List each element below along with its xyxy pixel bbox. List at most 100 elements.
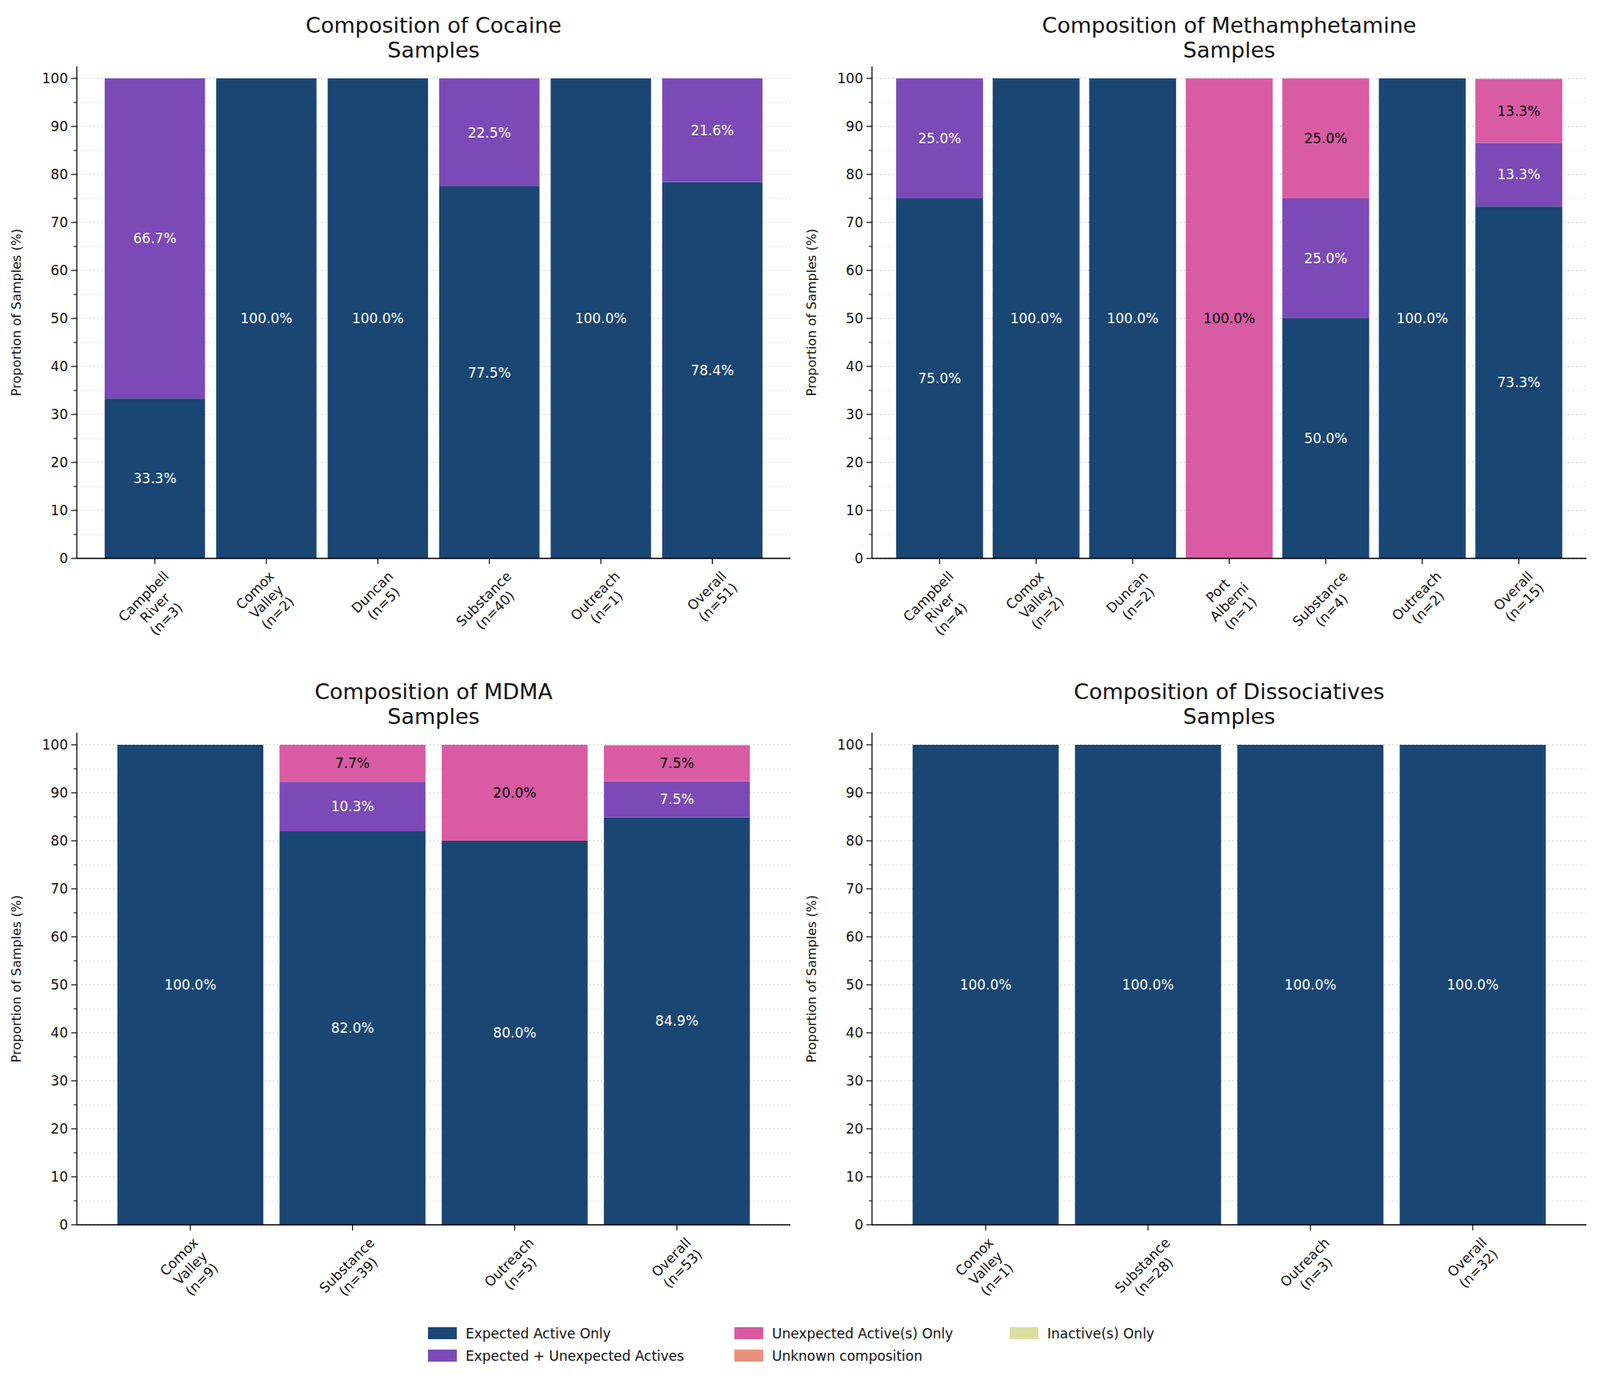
x-tick-label: ComoxValley(n=2) xyxy=(1002,568,1070,636)
y-tick-label: 80 xyxy=(50,832,68,849)
bar-segment: Expected Active Only xyxy=(912,744,1060,1225)
y-tick-label: 40 xyxy=(50,1024,68,1041)
y-axis xyxy=(76,732,77,1225)
y-tick xyxy=(866,744,872,745)
bar-segment: Expected Active Only xyxy=(604,817,750,1225)
x-tick-label: ComoxValley(n=1) xyxy=(952,1234,1020,1302)
bar-segment: Inactive(s) Only xyxy=(104,78,205,80)
label-line: (n=5) xyxy=(500,1254,540,1294)
x-tick xyxy=(265,558,267,564)
y-tick-label: 40 xyxy=(845,1024,864,1041)
data-label: 100.0% xyxy=(1284,976,1337,993)
panel: Composition of DissociativesSamplesPropo… xyxy=(804,679,1587,1308)
x-tick-label: Substance(n=40) xyxy=(452,568,526,641)
bar-segment: Unexpected Active(s) Only xyxy=(604,745,750,782)
bar-segment: Expected Active Only xyxy=(550,78,651,559)
x-tick xyxy=(1132,558,1133,564)
y-tick-label: 90 xyxy=(845,118,864,135)
x-tick-label: Overall(n=53) xyxy=(648,1234,705,1292)
y-axis xyxy=(871,66,872,559)
legend-swatch xyxy=(428,1327,457,1340)
bar-segment: Inactive(s) Only xyxy=(662,78,763,80)
x-tick-label: Outreach(n=1) xyxy=(567,568,635,636)
bar-segment: Unexpected Active(s) Only xyxy=(216,78,316,80)
figure: Composition of CocaineSamples Proportion … xyxy=(0,0,1600,1384)
x-tick xyxy=(1309,1224,1311,1231)
y-tick xyxy=(71,509,77,511)
y-tick xyxy=(71,269,77,271)
bar-segment: Expected + Unexpected Actives xyxy=(1282,198,1370,319)
y-tick-label: 90 xyxy=(845,784,864,801)
x-tick xyxy=(1228,558,1230,564)
y-tick xyxy=(866,221,872,223)
y-axis xyxy=(871,732,872,1225)
y-tick-label: 30 xyxy=(845,1072,864,1089)
y-tick xyxy=(866,1080,872,1081)
data-label: 73.3% xyxy=(1497,374,1541,391)
bar-segment: Inactive(s) Only xyxy=(439,78,540,80)
title-line: Samples xyxy=(387,37,480,63)
legend-label: Unexpected Active(s) Only xyxy=(772,1325,953,1342)
label-line: (n=32) xyxy=(1456,1245,1502,1292)
y-tick-label: 40 xyxy=(50,358,68,375)
y-tick xyxy=(71,792,77,793)
y-tick-label: 50 xyxy=(50,310,68,327)
x-tick-label: Overall(n=15) xyxy=(1490,568,1548,625)
data-label: 66.7% xyxy=(133,230,177,247)
y-axis-label: Proportion of Samples (%) xyxy=(804,228,820,396)
data-labels: 100.0%100.0%100.0%100.0% xyxy=(960,976,1500,993)
y-tick-label: 100 xyxy=(837,70,864,87)
x-tick xyxy=(1036,558,1037,564)
data-label: 84.9% xyxy=(655,1012,699,1029)
data-label: 13.3% xyxy=(1497,166,1541,183)
y-tick-label: 80 xyxy=(845,166,864,183)
bar-segment: Expected Active Only xyxy=(117,744,264,1225)
y-tick-label: 50 xyxy=(845,976,864,993)
y-tick-label: 70 xyxy=(845,880,864,897)
bar-segment: Unexpected Active(s) Only xyxy=(992,78,1080,80)
label-line: (n=1) xyxy=(587,588,627,628)
x-tick xyxy=(1147,1224,1148,1231)
label-line: (n=40) xyxy=(472,587,519,633)
bar-segment: Inactive(s) Only xyxy=(328,78,428,80)
y-tick xyxy=(71,744,77,745)
title-line: Composition of Methamphetamine xyxy=(1042,12,1417,38)
legend-swatch xyxy=(734,1349,764,1362)
x-tick xyxy=(939,558,940,564)
bars: Expected Active OnlyExpected Active Only… xyxy=(896,78,1563,559)
label-line: Substance xyxy=(1289,568,1352,630)
y-tick-label: 0 xyxy=(854,1216,864,1233)
y-tick-label: 90 xyxy=(50,784,68,801)
bar-segment: Expected Active Only xyxy=(1089,78,1177,559)
x-tick-label: ComoxValley(n=9) xyxy=(156,1234,224,1302)
y-tick xyxy=(866,509,872,511)
y-tick-label: 50 xyxy=(50,976,68,993)
bar-segment: Inactive(s) Only xyxy=(216,78,316,80)
y-tick-label: 0 xyxy=(854,550,864,567)
y-tick xyxy=(866,413,872,415)
data-label: 78.4% xyxy=(690,362,734,379)
y-tick xyxy=(866,365,872,367)
bar-segment: Unexpected Active(s) Only xyxy=(279,744,425,782)
bar-segment: Expected + Unexpected Actives xyxy=(662,78,763,183)
legend-swatch xyxy=(734,1327,764,1340)
data-label: 77.5% xyxy=(468,364,512,381)
bar-segment: Unexpected Active(s) Only xyxy=(1282,78,1370,199)
y-tick-label: 10 xyxy=(845,1168,864,1185)
bar-segment: Expected + Unexpected Actives xyxy=(992,78,1080,80)
bar-segment: Expected Active Only xyxy=(328,78,428,559)
data-label: 21.6% xyxy=(690,122,734,139)
title-line: Composition of Cocaine xyxy=(305,12,562,38)
x-tick-label: Substance(n=4) xyxy=(1289,568,1363,641)
x-tick xyxy=(676,1224,677,1231)
x-axis xyxy=(76,1224,791,1225)
label-line: (n=3) xyxy=(146,599,186,639)
data-label: 75.0% xyxy=(917,370,961,387)
y-tick xyxy=(866,125,872,127)
y-tick-label: 100 xyxy=(42,70,68,87)
data-label: 25.0% xyxy=(917,130,961,147)
y-tick-label: 70 xyxy=(50,214,68,231)
y-tick xyxy=(71,1080,77,1081)
y-tick-label: 70 xyxy=(845,214,864,231)
panel: Composition of MethamphetamineSamplesPro… xyxy=(804,12,1587,648)
